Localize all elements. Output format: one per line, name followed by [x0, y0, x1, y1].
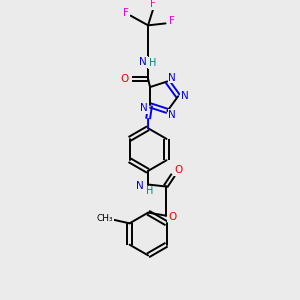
Text: O: O: [168, 212, 176, 221]
Text: N: N: [168, 110, 176, 120]
Text: N: N: [136, 182, 144, 191]
Text: N: N: [140, 103, 148, 113]
Text: N: N: [168, 73, 176, 82]
Text: CH₃: CH₃: [97, 214, 114, 223]
Text: F: F: [123, 8, 129, 18]
Text: H: H: [146, 186, 154, 196]
Text: H: H: [149, 58, 157, 68]
Text: F: F: [150, 0, 156, 9]
Text: N: N: [139, 57, 147, 67]
Text: O: O: [121, 74, 129, 84]
Text: O: O: [174, 165, 182, 175]
Text: F: F: [169, 16, 175, 26]
Text: N: N: [181, 91, 189, 101]
